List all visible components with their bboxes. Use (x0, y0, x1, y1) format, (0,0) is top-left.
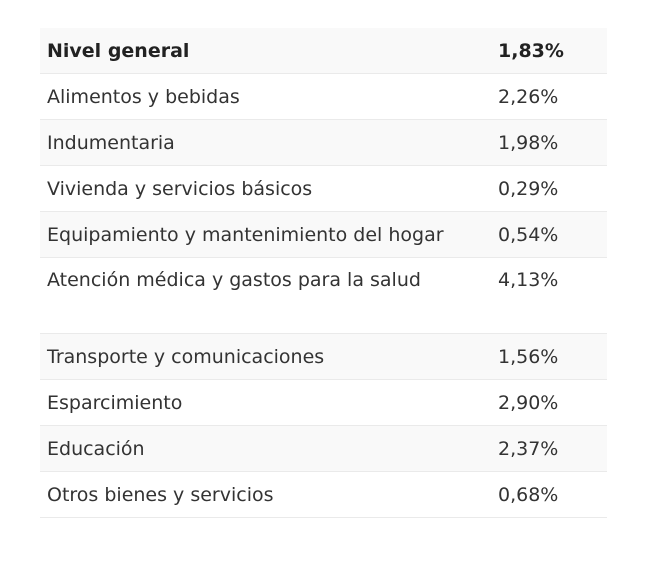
row-value: 1,83% (498, 39, 564, 62)
row-label: Transporte y comunicaciones (47, 345, 325, 368)
row-value: 0,68% (498, 483, 559, 506)
row-label: Nivel general (47, 39, 190, 62)
row-value: 1,56% (498, 345, 559, 368)
row-label: Vivienda y servicios básicos (47, 177, 313, 200)
inflation-table: Nivel general 1,83% Alimentos y bebidas … (40, 28, 607, 518)
row-label: Otros bienes y servicios (47, 483, 274, 506)
row-value: 0,29% (498, 177, 559, 200)
table-row: Esparcimiento 2,90% (40, 380, 607, 426)
table-row: Atención médica y gastos para la salud 4… (40, 258, 607, 334)
row-value: 2,90% (498, 391, 559, 414)
row-label: Indumentaria (47, 131, 175, 154)
table-row: Vivienda y servicios básicos 0,29% (40, 166, 607, 212)
row-value: 2,37% (498, 437, 559, 460)
row-value: 2,26% (498, 85, 559, 108)
table-row: Educación 2,37% (40, 426, 607, 472)
table-row: Indumentaria 1,98% (40, 120, 607, 166)
row-label: Esparcimiento (47, 391, 183, 414)
row-value: 1,98% (498, 131, 559, 154)
table-row: Nivel general 1,83% (40, 28, 607, 74)
row-label: Educación (47, 437, 145, 460)
row-label: Equipamiento y mantenimiento del hogar (47, 223, 444, 246)
row-label: Atención médica y gastos para la salud (47, 269, 421, 291)
row-value: 4,13% (498, 269, 559, 291)
table-row: Transporte y comunicaciones 1,56% (40, 334, 607, 380)
table-row: Alimentos y bebidas 2,26% (40, 74, 607, 120)
table-row: Otros bienes y servicios 0,68% (40, 472, 607, 518)
row-value: 0,54% (498, 223, 559, 246)
table-row: Equipamiento y mantenimiento del hogar 0… (40, 212, 607, 258)
row-label: Alimentos y bebidas (47, 85, 240, 108)
